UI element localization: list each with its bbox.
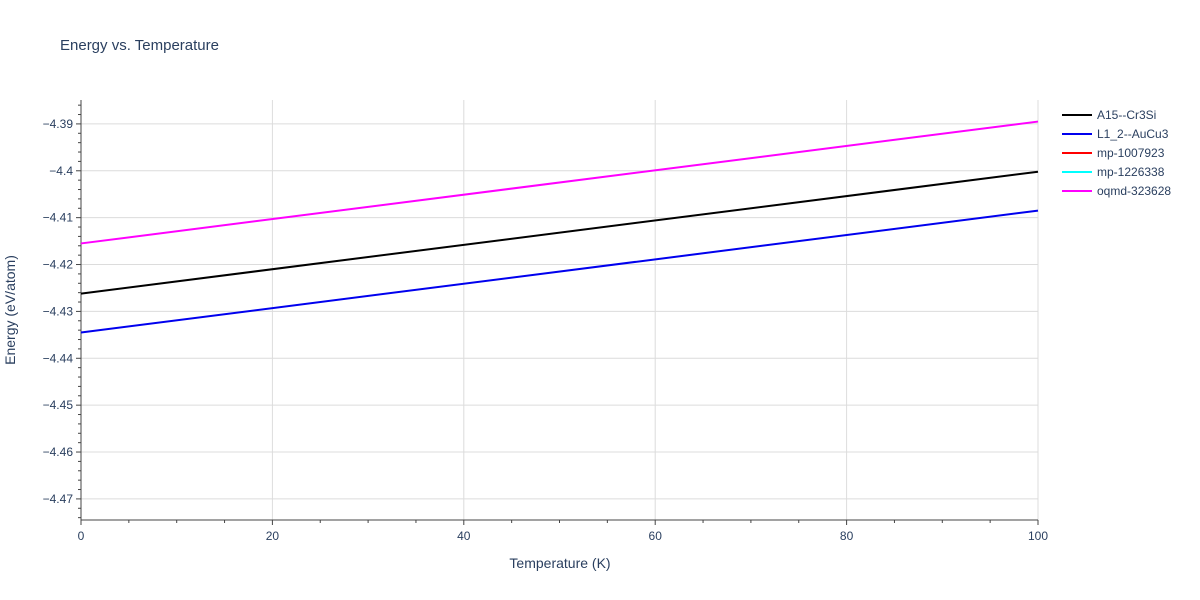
axes: 0 20 40 60 80 100 −4.39 −4.4 −4.41 −4.42 −4.43 −4.4… bbox=[43, 100, 1048, 543]
y-axis-title: Energy (eV/atom) bbox=[2, 255, 18, 365]
legend-item-oqmd-323628[interactable]: oqmd-323628 bbox=[1062, 184, 1171, 198]
legend-item-a15-cr3si[interactable]: A15--Cr3Si bbox=[1062, 108, 1156, 122]
series-line-l1-2-aucu3 bbox=[80, 209, 1039, 334]
y-tick-label: −4.39 bbox=[43, 117, 74, 131]
series-line-a15-cr3si bbox=[80, 170, 1039, 295]
legend-item-l1-2-aucu3[interactable]: L1_2--AuCu3 bbox=[1062, 127, 1169, 141]
legend-label: mp-1226338 bbox=[1097, 165, 1165, 179]
y-tick-label: −4.42 bbox=[43, 258, 74, 272]
y-tick-label: −4.43 bbox=[43, 304, 74, 318]
y-tick-label: −4.46 bbox=[43, 445, 74, 459]
plot-area bbox=[80, 120, 1039, 334]
x-tick-label: 0 bbox=[78, 529, 85, 543]
legend[interactable]: A15--Cr3Si L1_2--AuCu3 mp-1007923 mp-122633… bbox=[1062, 108, 1171, 198]
x-tick-label: 60 bbox=[649, 529, 663, 543]
series-line-oqmd-323628 bbox=[80, 120, 1039, 245]
y-tick-label: −4.4 bbox=[49, 164, 73, 178]
x-tick-label: 20 bbox=[266, 529, 280, 543]
y-tick-label: −4.45 bbox=[43, 398, 74, 412]
x-tick-label: 40 bbox=[457, 529, 471, 543]
chart-title: Energy vs. Temperature bbox=[60, 37, 219, 54]
x-axis-title: Temperature (K) bbox=[509, 555, 610, 571]
legend-item-mp-1007923[interactable]: mp-1007923 bbox=[1062, 146, 1165, 160]
x-tick-label: 80 bbox=[840, 529, 854, 543]
x-tick-label: 100 bbox=[1028, 529, 1048, 543]
legend-label: A15--Cr3Si bbox=[1097, 108, 1156, 122]
y-tick-label: −4.44 bbox=[43, 351, 74, 365]
legend-label: mp-1007923 bbox=[1097, 146, 1165, 160]
legend-label: L1_2--AuCu3 bbox=[1097, 127, 1169, 141]
grid-lines bbox=[81, 100, 1039, 520]
y-tick-label: −4.41 bbox=[43, 211, 74, 225]
y-tick-label: −4.47 bbox=[43, 492, 74, 506]
legend-item-mp-1226338[interactable]: mp-1226338 bbox=[1062, 165, 1165, 179]
legend-label: oqmd-323628 bbox=[1097, 184, 1171, 198]
